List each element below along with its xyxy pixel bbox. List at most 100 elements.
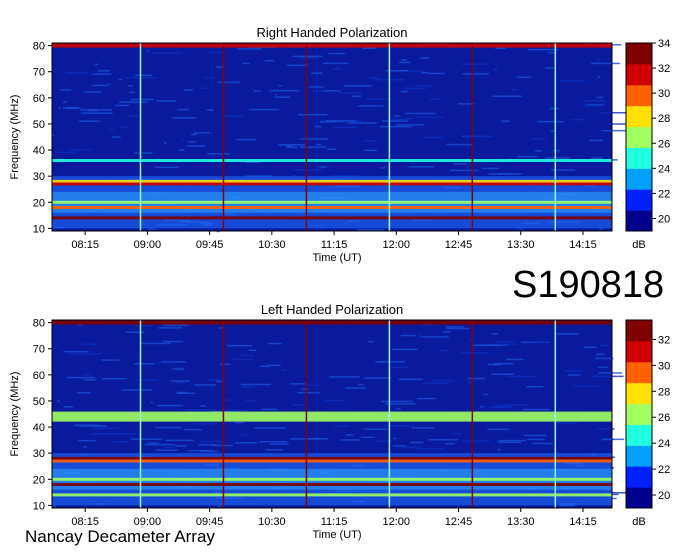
noise-speck bbox=[487, 428, 509, 431]
noise-speck bbox=[323, 62, 349, 65]
noise-speck bbox=[259, 441, 287, 443]
noise-speck bbox=[245, 399, 255, 402]
noise-speck bbox=[162, 340, 183, 343]
noise-speck bbox=[187, 449, 212, 452]
noise-speck bbox=[398, 378, 423, 381]
noise-speck bbox=[527, 48, 558, 51]
noise-speck bbox=[548, 51, 557, 54]
noise-speck bbox=[286, 64, 308, 67]
noise-speck bbox=[325, 120, 356, 122]
noise-speck bbox=[155, 362, 175, 364]
noise-speck bbox=[181, 138, 184, 141]
noise-speck bbox=[380, 125, 412, 128]
noise-speck bbox=[463, 440, 490, 442]
noise-speck bbox=[385, 70, 409, 72]
noise-speck bbox=[506, 375, 536, 378]
noise-speck bbox=[420, 57, 430, 59]
noise-speck bbox=[568, 374, 581, 376]
noise-speck bbox=[552, 149, 560, 152]
noise-speck bbox=[442, 331, 451, 333]
noise-speck bbox=[417, 116, 443, 119]
noise-speck bbox=[290, 438, 321, 440]
noise-speck bbox=[453, 163, 467, 165]
colorbar-segment bbox=[626, 105, 652, 128]
colorbar-tick-label: 32 bbox=[658, 63, 670, 75]
noise-speck bbox=[531, 138, 547, 140]
noise-speck bbox=[532, 442, 553, 445]
noise-speck bbox=[177, 108, 189, 111]
band-feature bbox=[52, 411, 612, 422]
noise-speck bbox=[198, 444, 217, 446]
noise-speck bbox=[69, 353, 102, 355]
noise-speck bbox=[134, 324, 152, 327]
colorbar-tick-label: 26 bbox=[658, 412, 670, 424]
noise-speck bbox=[311, 72, 323, 74]
noise-speck bbox=[220, 363, 231, 366]
noise-speck bbox=[461, 63, 487, 65]
colorbar-tick-label: 24 bbox=[658, 163, 670, 175]
noise-speck bbox=[569, 118, 585, 121]
band-feature bbox=[52, 182, 612, 186]
noise-speck bbox=[462, 73, 489, 75]
noise-speck bbox=[90, 433, 123, 435]
noise-speck bbox=[460, 352, 489, 354]
noise-speck bbox=[347, 122, 377, 124]
y-tick-label: 30 bbox=[33, 171, 45, 183]
noise-speck bbox=[369, 77, 380, 79]
colorbar-segment bbox=[626, 43, 652, 65]
noise-speck bbox=[452, 433, 462, 435]
noise-speck bbox=[109, 128, 114, 130]
noise-speck bbox=[248, 349, 256, 351]
noise-speck bbox=[245, 161, 261, 163]
noise-speck bbox=[596, 96, 604, 99]
band-feature bbox=[52, 206, 612, 209]
noise-speck bbox=[446, 143, 472, 146]
noise-speck bbox=[598, 366, 609, 369]
noise-speck bbox=[187, 141, 197, 143]
noise-speck bbox=[278, 85, 282, 87]
colorbar-label: dB bbox=[632, 516, 645, 528]
colorbar-segment bbox=[626, 189, 652, 211]
noise-speck bbox=[81, 343, 98, 345]
noise-speck bbox=[234, 421, 245, 424]
noise-speck bbox=[457, 103, 475, 105]
noise-speck bbox=[190, 133, 197, 136]
noise-speck bbox=[128, 85, 133, 87]
noise-speck bbox=[548, 385, 551, 388]
noise-speck bbox=[63, 406, 74, 408]
noise-speck bbox=[309, 86, 324, 88]
noise-speck bbox=[190, 423, 217, 425]
noise-speck bbox=[554, 333, 579, 335]
noise-speck bbox=[399, 61, 411, 64]
noise-speck bbox=[134, 152, 153, 154]
noise-speck bbox=[121, 432, 140, 435]
noise-speck bbox=[559, 504, 574, 507]
noise-speck bbox=[545, 157, 570, 159]
noise-speck bbox=[553, 422, 578, 424]
noise-speck bbox=[550, 169, 575, 171]
noise-speck bbox=[254, 427, 286, 429]
noise-speck bbox=[314, 125, 322, 128]
noise-speck bbox=[216, 66, 224, 68]
y-tick-label: 10 bbox=[33, 223, 45, 235]
noise-speck bbox=[128, 115, 139, 117]
noise-speck bbox=[332, 68, 342, 70]
noise-speck bbox=[422, 136, 445, 139]
noise-speck bbox=[596, 353, 605, 356]
noise-speck bbox=[421, 324, 434, 326]
noise-speck bbox=[537, 120, 564, 123]
x-tick-label: 13:30 bbox=[507, 239, 535, 251]
colorbar-tick-label: 20 bbox=[658, 490, 670, 502]
noise-speck bbox=[139, 342, 171, 345]
colorbar-tick-label: 30 bbox=[658, 360, 670, 372]
noise-speck bbox=[146, 50, 150, 52]
noise-speck bbox=[534, 150, 542, 152]
noise-speck bbox=[74, 424, 100, 426]
noise-speck bbox=[130, 98, 154, 101]
noise-speck bbox=[194, 384, 216, 386]
noise-speck bbox=[292, 55, 323, 58]
noise-speck bbox=[601, 129, 630, 132]
noise-speck bbox=[278, 144, 305, 146]
noise-speck bbox=[78, 439, 96, 442]
